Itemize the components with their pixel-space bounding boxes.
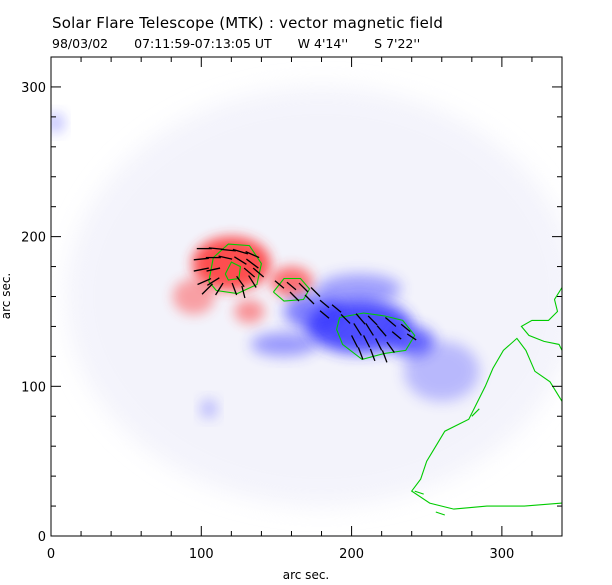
y-tick-label: 0	[38, 530, 46, 545]
positive-polarity-region	[172, 278, 215, 315]
field-vector	[220, 248, 236, 252]
observation-longitude: W 4'14''	[297, 36, 349, 51]
field-vector	[319, 299, 330, 309]
tick-labels: 0 100 200 300 0 100 200 300	[21, 81, 514, 562]
field-vector	[215, 282, 224, 296]
contour-line	[410, 337, 562, 510]
field-vector	[386, 341, 395, 354]
negative-polarity-region	[404, 341, 480, 402]
contour-line	[208, 243, 262, 295]
chart-subtitle: 98/03/02 07:11:59-07:13:05 UT W 4'14'' S…	[52, 36, 442, 51]
positive-polarity-region	[234, 299, 265, 324]
field-vector	[391, 331, 402, 340]
field-vector	[406, 333, 417, 341]
x-tick-label: 100	[189, 547, 214, 562]
field-vector	[355, 313, 366, 325]
field-vector	[289, 291, 300, 302]
field-vector	[286, 281, 297, 291]
field-vector	[206, 277, 220, 286]
field-vector	[243, 267, 256, 278]
field-vector	[353, 323, 362, 336]
plot-area	[51, 87, 562, 516]
field-vector	[245, 250, 260, 259]
field-vector	[369, 348, 376, 362]
negative-polarity-region	[51, 113, 64, 132]
field-vector	[319, 310, 330, 319]
contour-line	[471, 408, 480, 417]
negative-polarity-region	[317, 274, 402, 304]
field-vector	[340, 314, 351, 324]
observation-date: 98/03/02	[52, 36, 109, 51]
contour-line	[272, 277, 311, 302]
negative-polarity-region	[201, 399, 217, 418]
field-vector	[234, 256, 247, 265]
field-vector	[245, 258, 259, 269]
vector-layer	[193, 247, 417, 363]
field-vector	[201, 283, 214, 295]
field-vector	[193, 257, 209, 261]
contour-layer	[208, 243, 562, 516]
negative-polarity-layer	[51, 113, 480, 418]
axis-ticks	[50, 56, 563, 537]
field-vector	[241, 285, 246, 299]
x-tick-label: 300	[489, 547, 514, 562]
x-tick-label: 0	[47, 547, 55, 562]
negative-polarity-region	[250, 332, 318, 357]
x-tick-label: 200	[339, 547, 364, 562]
field-vector	[248, 275, 257, 288]
field-vector	[357, 347, 364, 360]
field-vector	[310, 287, 321, 297]
field-vector	[298, 282, 309, 293]
field-vector	[197, 277, 212, 286]
chart-title: Solar Flare Telescope (MTK) : vector mag…	[52, 14, 444, 32]
positive-polarity-region	[270, 266, 313, 297]
field-vector	[252, 267, 265, 278]
contour-line	[336, 312, 416, 361]
y-tick-label: 300	[21, 81, 46, 96]
field-vector	[304, 294, 315, 305]
contour-line	[224, 261, 241, 281]
observation-time: 07:11:59-07:13:05 UT	[134, 36, 272, 51]
field-vector	[274, 280, 285, 289]
field-vector	[367, 315, 378, 326]
field-vector	[231, 282, 238, 296]
field-vector	[351, 335, 359, 348]
positive-polarity-layer	[172, 236, 313, 324]
field-vector	[376, 325, 387, 337]
field-vector	[236, 275, 245, 288]
contour-line	[435, 511, 445, 516]
field-vector	[206, 267, 221, 272]
x-axis-label: arc sec.	[283, 568, 329, 582]
field-vector	[400, 323, 411, 333]
field-vector	[365, 323, 374, 336]
positive-polarity-region	[192, 236, 271, 291]
observation-latitude: S 7'22''	[374, 36, 421, 51]
negative-polarity-region	[283, 293, 345, 330]
contour-line	[520, 287, 562, 351]
field-vector	[363, 335, 371, 348]
field-vector	[232, 248, 249, 255]
contour-line	[414, 490, 424, 495]
field-vector	[331, 304, 342, 313]
field-vector	[375, 338, 383, 351]
y-tick-label: 100	[21, 380, 46, 395]
field-vector	[193, 267, 209, 272]
field-vector	[381, 350, 388, 363]
field-vector	[218, 255, 233, 260]
y-tick-label: 200	[21, 231, 46, 246]
y-axis-label: arc sec.	[0, 273, 13, 319]
field-vector	[384, 316, 397, 327]
